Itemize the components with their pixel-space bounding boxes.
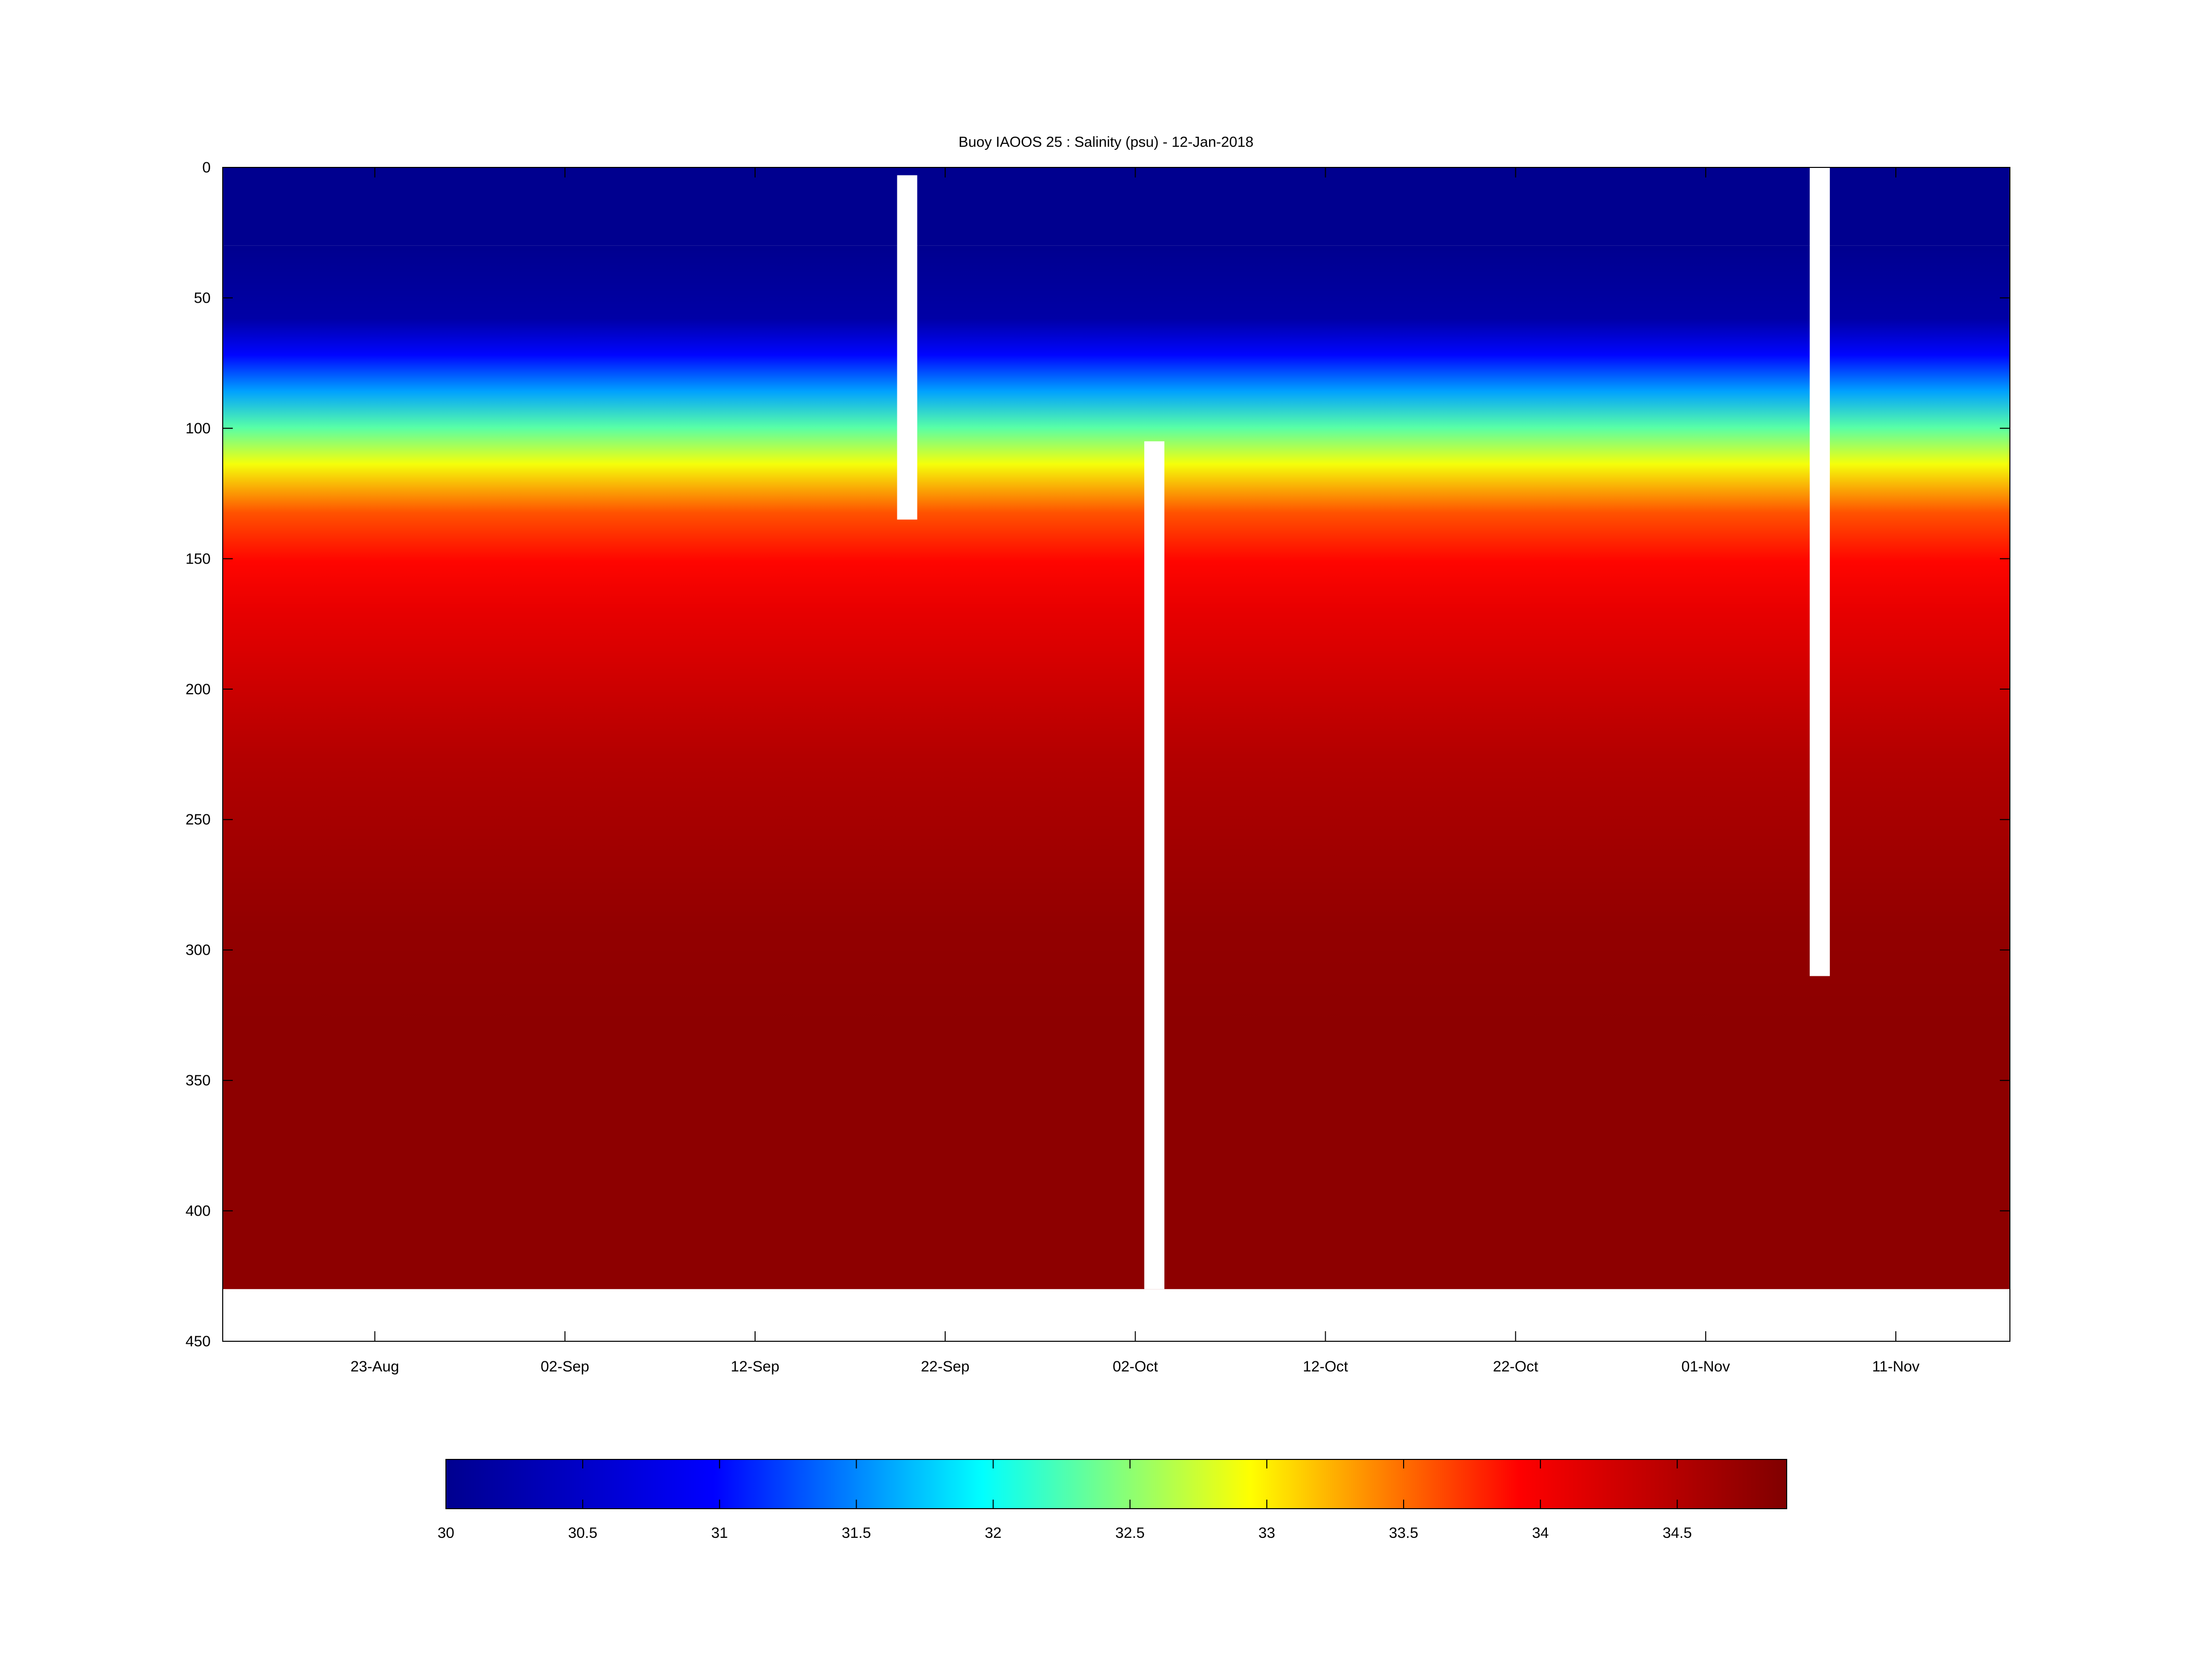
colorbar-tick-label: 31.5 <box>842 1525 871 1541</box>
axes: 0 50 100 150 200 250 300 350 400 450 23-Aug 02-Sep 1… <box>186 159 2010 1375</box>
plot-area <box>223 167 2010 1289</box>
colorbar-tick-label: 31 <box>711 1525 728 1541</box>
colorbar-tick-label: 30.5 <box>568 1525 597 1541</box>
surface-layer <box>223 167 2010 246</box>
x-tick-label: 02-Sep <box>540 1358 589 1375</box>
data-gap <box>897 175 917 520</box>
colorbar-tick-label: 34 <box>1532 1525 1548 1541</box>
chart-title: Buoy IAOOS 25 : Salinity (psu) - 12-Jan-… <box>958 134 1254 150</box>
colorbar-tick-label: 30 <box>437 1525 454 1541</box>
colorbar: 30 30.5 31 31.5 32 32.5 33 33.5 34 34.5 <box>437 1459 1787 1541</box>
colorbar-tick-label: 33.5 <box>1389 1525 1418 1541</box>
y-tick-label: 300 <box>186 942 211 959</box>
colorbar-tick-label: 33 <box>1258 1525 1275 1541</box>
colorbar-scale <box>445 1459 1787 1509</box>
x-tick-label: 02-Oct <box>1113 1358 1158 1375</box>
y-tick-label: 50 <box>194 290 211 306</box>
colorbar-tick-label: 32.5 <box>1116 1525 1145 1541</box>
y-tick-label: 450 <box>186 1333 211 1350</box>
y-tick-label: 200 <box>186 681 211 698</box>
x-tick-label: 12-Sep <box>731 1358 780 1375</box>
x-tick-label: 23-Aug <box>350 1358 399 1375</box>
y-tick-label: 100 <box>186 420 211 437</box>
x-tick-label: 11-Nov <box>1872 1358 1919 1375</box>
x-tick-label: 22-Sep <box>921 1358 970 1375</box>
colorbar-tick-label: 32 <box>985 1525 1001 1541</box>
data-gap <box>1809 167 1830 976</box>
x-tick-label: 01-Nov <box>1682 1358 1730 1375</box>
salinity-field <box>223 245 2010 1289</box>
y-tick-label: 0 <box>202 159 211 176</box>
colorbar-tick-label: 34.5 <box>1663 1525 1692 1541</box>
y-tick-label: 350 <box>186 1072 211 1089</box>
data-gap <box>1144 441 1165 1289</box>
y-tick-label: 400 <box>186 1203 211 1220</box>
x-tick-label: 22-Oct <box>1493 1358 1539 1375</box>
x-tick-label: 12-Oct <box>1303 1358 1348 1375</box>
y-tick-label: 250 <box>186 811 211 828</box>
plot-frame <box>222 167 2010 1342</box>
y-tick-label: 150 <box>186 550 211 567</box>
